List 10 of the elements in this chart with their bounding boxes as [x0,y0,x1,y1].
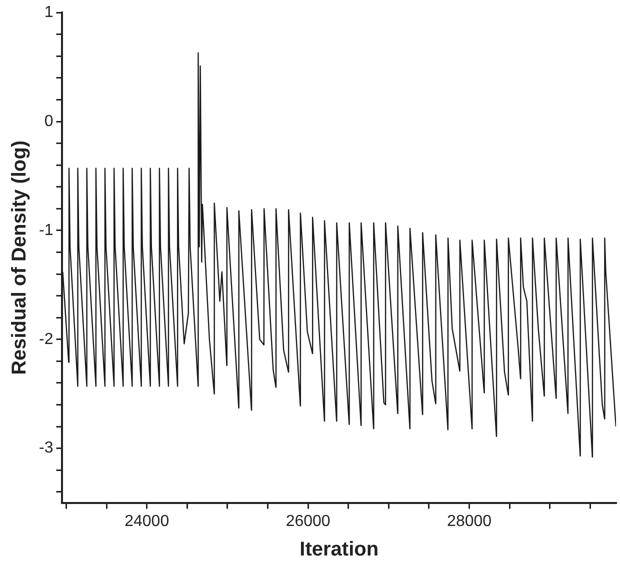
y-tick-label: -1 [38,222,54,239]
x-axis-title: Iteration [300,538,379,561]
x-tick-label: 26000 [286,512,330,530]
y-tick-label: 1 [44,4,54,22]
y-tick-label: 0 [44,112,54,130]
x-tick-label: 24000 [124,512,170,530]
y-tick-label: -2 [38,330,54,348]
y-tick-label: -3 [38,440,54,457]
y-axis-title: Residual of Density (log) [8,140,31,375]
x-tick-label: 28000 [447,512,492,530]
